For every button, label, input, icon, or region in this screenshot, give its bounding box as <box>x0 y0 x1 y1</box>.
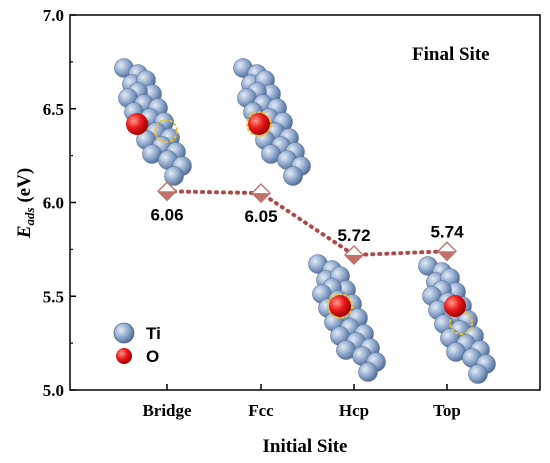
ti-atom <box>164 166 184 186</box>
o-atom <box>126 113 148 135</box>
y-tick-label: 6.5 <box>43 100 64 119</box>
y-axis-label: Eads (eV) <box>14 168 37 239</box>
y-tick-label: 5.0 <box>43 381 64 400</box>
data-point-fill <box>345 255 363 264</box>
y-tick-label: 6.0 <box>43 194 64 213</box>
o-atom <box>444 295 466 317</box>
legend-o-label: O <box>146 347 159 366</box>
x-tick-label: Fcc <box>248 401 274 420</box>
ti-cluster <box>233 58 311 186</box>
ti-cluster <box>308 254 386 382</box>
data-point-fill <box>252 193 270 203</box>
x-tick-label: Hcp <box>339 401 369 420</box>
x-axis-label: Initial Site <box>263 436 348 457</box>
x-tick-label: Bridge <box>142 401 192 420</box>
legend-ti-symbol <box>113 322 135 344</box>
x-tick-label: Top <box>433 401 461 420</box>
data-label: 6.06 <box>150 205 183 224</box>
y-tick-label: 7.0 <box>43 6 64 25</box>
ti-atom <box>468 364 488 384</box>
legend-o-symbol <box>116 348 132 364</box>
structure-illustrations <box>114 58 496 384</box>
data-label: 5.72 <box>337 226 370 245</box>
ti-atom <box>283 166 303 186</box>
series-eads: 6.06 6.05 5.72 5.74 <box>150 181 464 265</box>
final-site-annotation: Final Site <box>412 44 490 65</box>
x-axis: Bridge Fcc Hcp Top <box>142 384 461 420</box>
ti-cluster <box>114 58 192 186</box>
data-label: 5.74 <box>430 222 464 241</box>
site-marker <box>246 111 272 137</box>
series-line <box>165 189 449 258</box>
ti-cluster <box>418 256 496 384</box>
legend: Ti O <box>113 322 161 366</box>
site-marker <box>327 293 353 319</box>
y-axis: 5.0 5.5 6.0 6.5 7.0 <box>43 6 76 400</box>
data-label: 6.05 <box>244 207 277 226</box>
site-marker <box>154 119 178 143</box>
y-tick-label: 5.5 <box>43 287 64 306</box>
o-atom <box>329 295 351 317</box>
legend-ti-label: Ti <box>146 324 161 343</box>
o-atom <box>248 113 270 135</box>
data-point-fill <box>438 251 456 261</box>
data-point-fill <box>158 191 176 201</box>
ti-atom <box>358 362 378 382</box>
